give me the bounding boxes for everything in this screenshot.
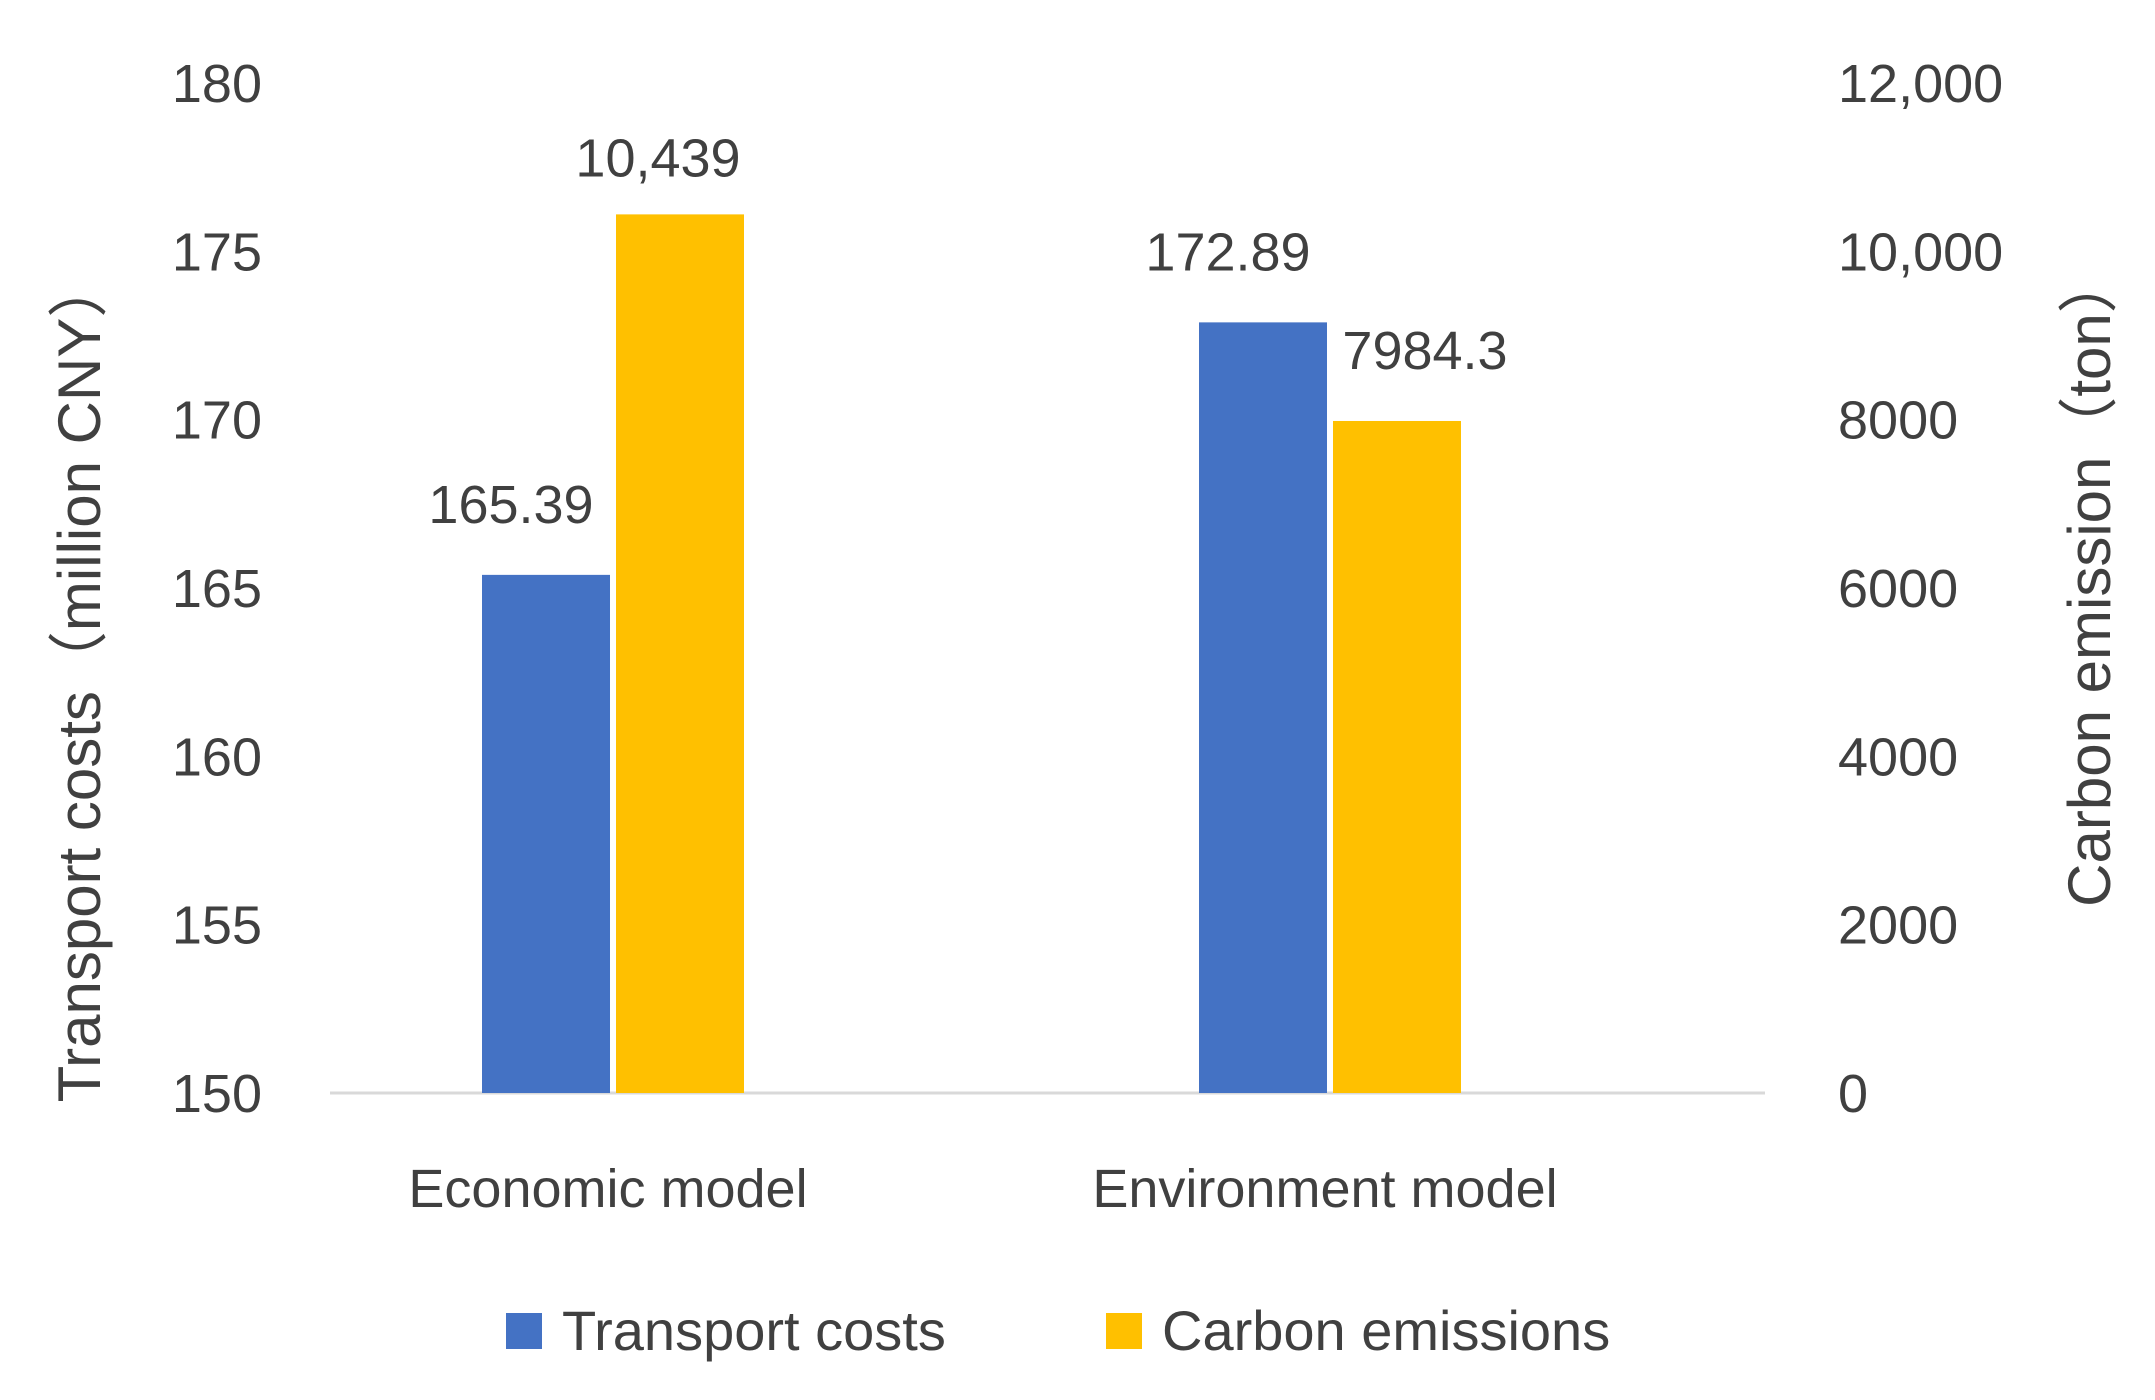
data-label: 7984.3 [1342,321,1507,381]
category-labels: Economic model Environment model [408,1159,1557,1219]
y2-tick-label: 6000 [1838,559,1958,619]
legend-label: Carbon emissions [1162,1299,1610,1362]
y-axis-ticks: 150 155 160 165 170 175 180 [172,54,262,1124]
y-axis-title: Transport costs（million CNY） [46,258,113,1103]
y2-tick-label: 4000 [1838,727,1958,787]
legend-label: Transport costs [562,1299,946,1362]
y2-axis-ticks: 0 2000 4000 6000 8000 10,000 12,000 [1838,54,2003,1124]
y2-axis-title: Carbon emission（ton） [2056,253,2123,907]
y-tick-label: 155 [172,896,262,956]
data-labels: 165.39 10,439 172.89 7984.3 [428,128,1507,534]
y-tick-label: 175 [172,222,262,282]
data-label: 165.39 [428,475,593,535]
bar-transport-costs [482,574,610,1093]
x-category-label: Economic model [408,1159,807,1219]
y-tick-label: 170 [172,391,262,451]
y-tick-label: 160 [172,727,262,787]
legend: Transport costs Carbon emissions [506,1299,1610,1362]
y-tick-label: 165 [172,559,262,619]
bar-transport-costs [1199,322,1327,1093]
x-category-label: Environment model [1092,1159,1557,1219]
y2-tick-label: 10,000 [1838,222,2003,282]
y-tick-label: 180 [172,54,262,114]
y2-tick-label: 12,000 [1838,54,2003,114]
y2-tick-label: 8000 [1838,391,1958,451]
bar-carbon-emissions [1333,420,1461,1093]
bar-carbon-emissions [616,214,744,1094]
y2-tick-label: 2000 [1838,896,1958,956]
legend-swatch [506,1313,542,1349]
legend-swatch [1106,1313,1142,1349]
data-label: 172.89 [1145,222,1310,282]
bars [482,214,1461,1094]
y-tick-label: 150 [172,1064,262,1124]
data-label: 10,439 [575,128,740,188]
y2-tick-label: 0 [1838,1064,1868,1124]
